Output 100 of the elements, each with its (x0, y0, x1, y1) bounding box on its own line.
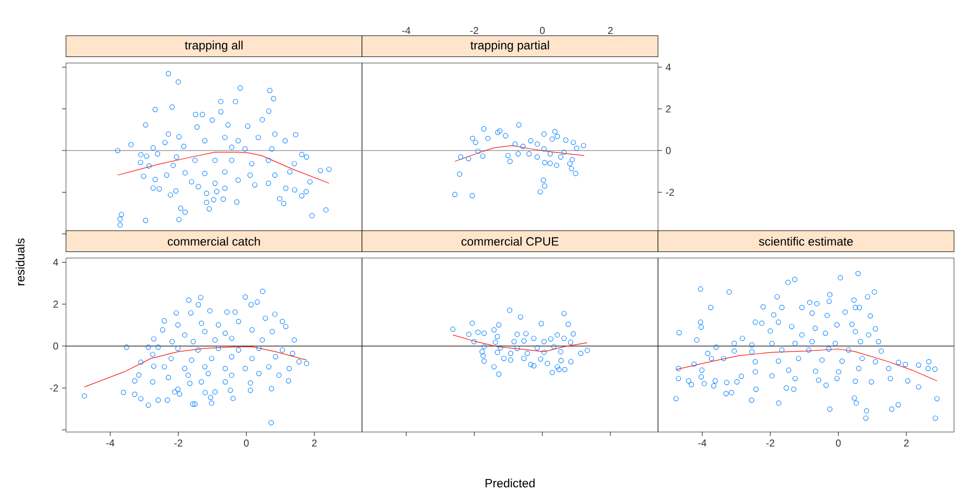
chart-title: commercial CPUE (462, 236, 558, 246)
y-tick-label: -2 (666, 188, 674, 196)
y-tick-label: 2 (666, 105, 671, 112)
point (518, 314, 524, 320)
point (541, 131, 547, 137)
point (491, 327, 497, 333)
point (526, 151, 532, 156)
point (538, 189, 543, 194)
point (482, 344, 487, 350)
y-axis-title: residuals (16, 238, 25, 286)
point (475, 148, 481, 154)
y-tick-label: 0 (666, 147, 671, 154)
x-tick-label: -4 (106, 440, 114, 446)
point (473, 140, 478, 146)
point (562, 336, 567, 341)
point (480, 349, 485, 354)
line-series (454, 145, 584, 162)
y-tick-label: 2 (53, 300, 58, 308)
point (541, 146, 547, 152)
point (558, 154, 564, 160)
point (528, 138, 534, 144)
chart-title: scientific estimate (758, 236, 853, 246)
point (554, 364, 560, 370)
point (485, 136, 490, 142)
point (507, 158, 513, 164)
point (550, 136, 555, 142)
point (494, 350, 500, 355)
point (574, 146, 580, 151)
x-tick-label: 0 (540, 26, 545, 34)
point (570, 157, 575, 162)
point (578, 350, 584, 356)
point (531, 336, 536, 341)
point (497, 128, 502, 134)
point (570, 331, 576, 336)
point (494, 334, 500, 340)
point (470, 320, 475, 326)
point (480, 154, 486, 159)
point (548, 151, 553, 156)
y-tick-label: 0 (53, 342, 58, 350)
point (502, 133, 508, 138)
point (556, 366, 562, 372)
x-tick-label: 2 (312, 440, 317, 447)
y-tick-label: 4 (666, 64, 671, 71)
point (496, 322, 502, 328)
point (568, 166, 574, 172)
point (566, 322, 571, 327)
point (540, 178, 546, 183)
point (508, 357, 514, 363)
point (534, 345, 540, 350)
point (531, 363, 536, 368)
point (524, 350, 530, 356)
point (534, 154, 540, 160)
point (563, 138, 568, 143)
line-series (84, 346, 307, 388)
point (573, 170, 578, 176)
point (580, 142, 586, 148)
point (558, 358, 564, 364)
chart-title: trapping all (184, 40, 243, 52)
point (541, 339, 547, 344)
point (496, 372, 502, 377)
point (554, 332, 560, 338)
point (481, 126, 486, 132)
x-tick-label: -4 (698, 440, 706, 446)
point (570, 140, 576, 146)
point (551, 344, 556, 350)
y-tick-label: -2 (50, 384, 58, 392)
x-tick-label: 0 (836, 440, 841, 447)
point (567, 161, 572, 166)
point (492, 340, 498, 345)
point (511, 339, 517, 344)
point (548, 336, 554, 342)
point (470, 193, 475, 198)
point (457, 172, 462, 177)
point (552, 128, 558, 134)
point (520, 144, 526, 149)
point (470, 136, 476, 142)
point (562, 150, 567, 155)
point (514, 346, 520, 351)
x-tick-label: -2 (766, 440, 774, 447)
point (471, 339, 477, 344)
point (542, 160, 548, 166)
x-tick-label: -4 (402, 27, 410, 34)
point (558, 349, 564, 354)
y-tick-label: 4 (53, 258, 58, 266)
point (562, 310, 567, 316)
x-axis-title: Predicted (486, 478, 535, 488)
point (538, 356, 544, 362)
point (521, 338, 527, 344)
point (523, 331, 529, 336)
point (466, 156, 472, 162)
chart-title: commercial catch (168, 236, 260, 246)
point (508, 350, 514, 356)
point (466, 332, 472, 337)
point (512, 141, 518, 147)
point (505, 152, 511, 158)
x-tick-label: 0 (244, 440, 249, 447)
point (452, 192, 458, 198)
point (528, 362, 534, 368)
point (584, 348, 590, 354)
point (450, 326, 456, 332)
